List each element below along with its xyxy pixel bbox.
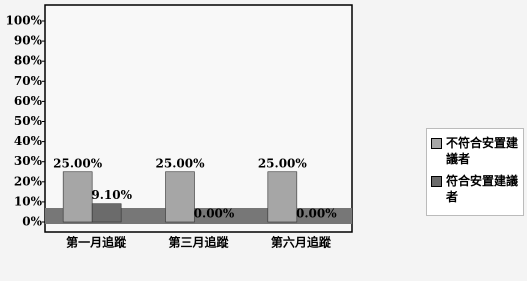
legend-label: 符合安置建議者 [446, 173, 521, 205]
y-tick-label: 50% [14, 114, 43, 128]
legend-swatch [431, 176, 442, 187]
x-tick-label: 第六月追蹤 [271, 235, 332, 250]
y-tick-label: 60% [14, 94, 43, 108]
legend-item: 符合安置建議者 [429, 173, 521, 205]
bar [63, 172, 92, 222]
legend-label: 不符合安置建議者 [446, 135, 521, 167]
value-label: 0.00% [194, 207, 235, 221]
x-tick-label: 第一月追蹤 [66, 235, 127, 250]
bar [268, 172, 297, 222]
y-tick-label: 30% [14, 154, 43, 168]
y-tick-label: 20% [14, 174, 43, 188]
value-label: 9.10% [91, 188, 132, 202]
y-tick-label: 40% [14, 134, 43, 148]
value-label: 25.00% [258, 156, 308, 170]
x-tick-label: 第三月追蹤 [168, 235, 229, 250]
value-label: 25.00% [156, 156, 206, 170]
bar [92, 204, 121, 222]
page: 0% 10% 20% 30% 40% 50% 60% 70% 80% 90% 100% 第一月追蹤 25… [0, 0, 527, 281]
y-tick-label: 70% [14, 74, 43, 88]
y-tick-label: 90% [14, 34, 43, 48]
value-label: 0.00% [296, 207, 337, 221]
y-tick-label: 10% [14, 194, 43, 208]
legend-item: 不符合安置建議者 [429, 135, 521, 167]
bar [166, 172, 195, 222]
value-label: 25.00% [53, 156, 103, 170]
y-tick-label: 80% [14, 54, 43, 68]
legend-swatch [431, 138, 442, 149]
y-tick-label: 0% [22, 215, 42, 229]
y-tick-label: 100% [6, 14, 43, 28]
legend: 不符合安置建議者符合安置建議者 [426, 128, 524, 216]
